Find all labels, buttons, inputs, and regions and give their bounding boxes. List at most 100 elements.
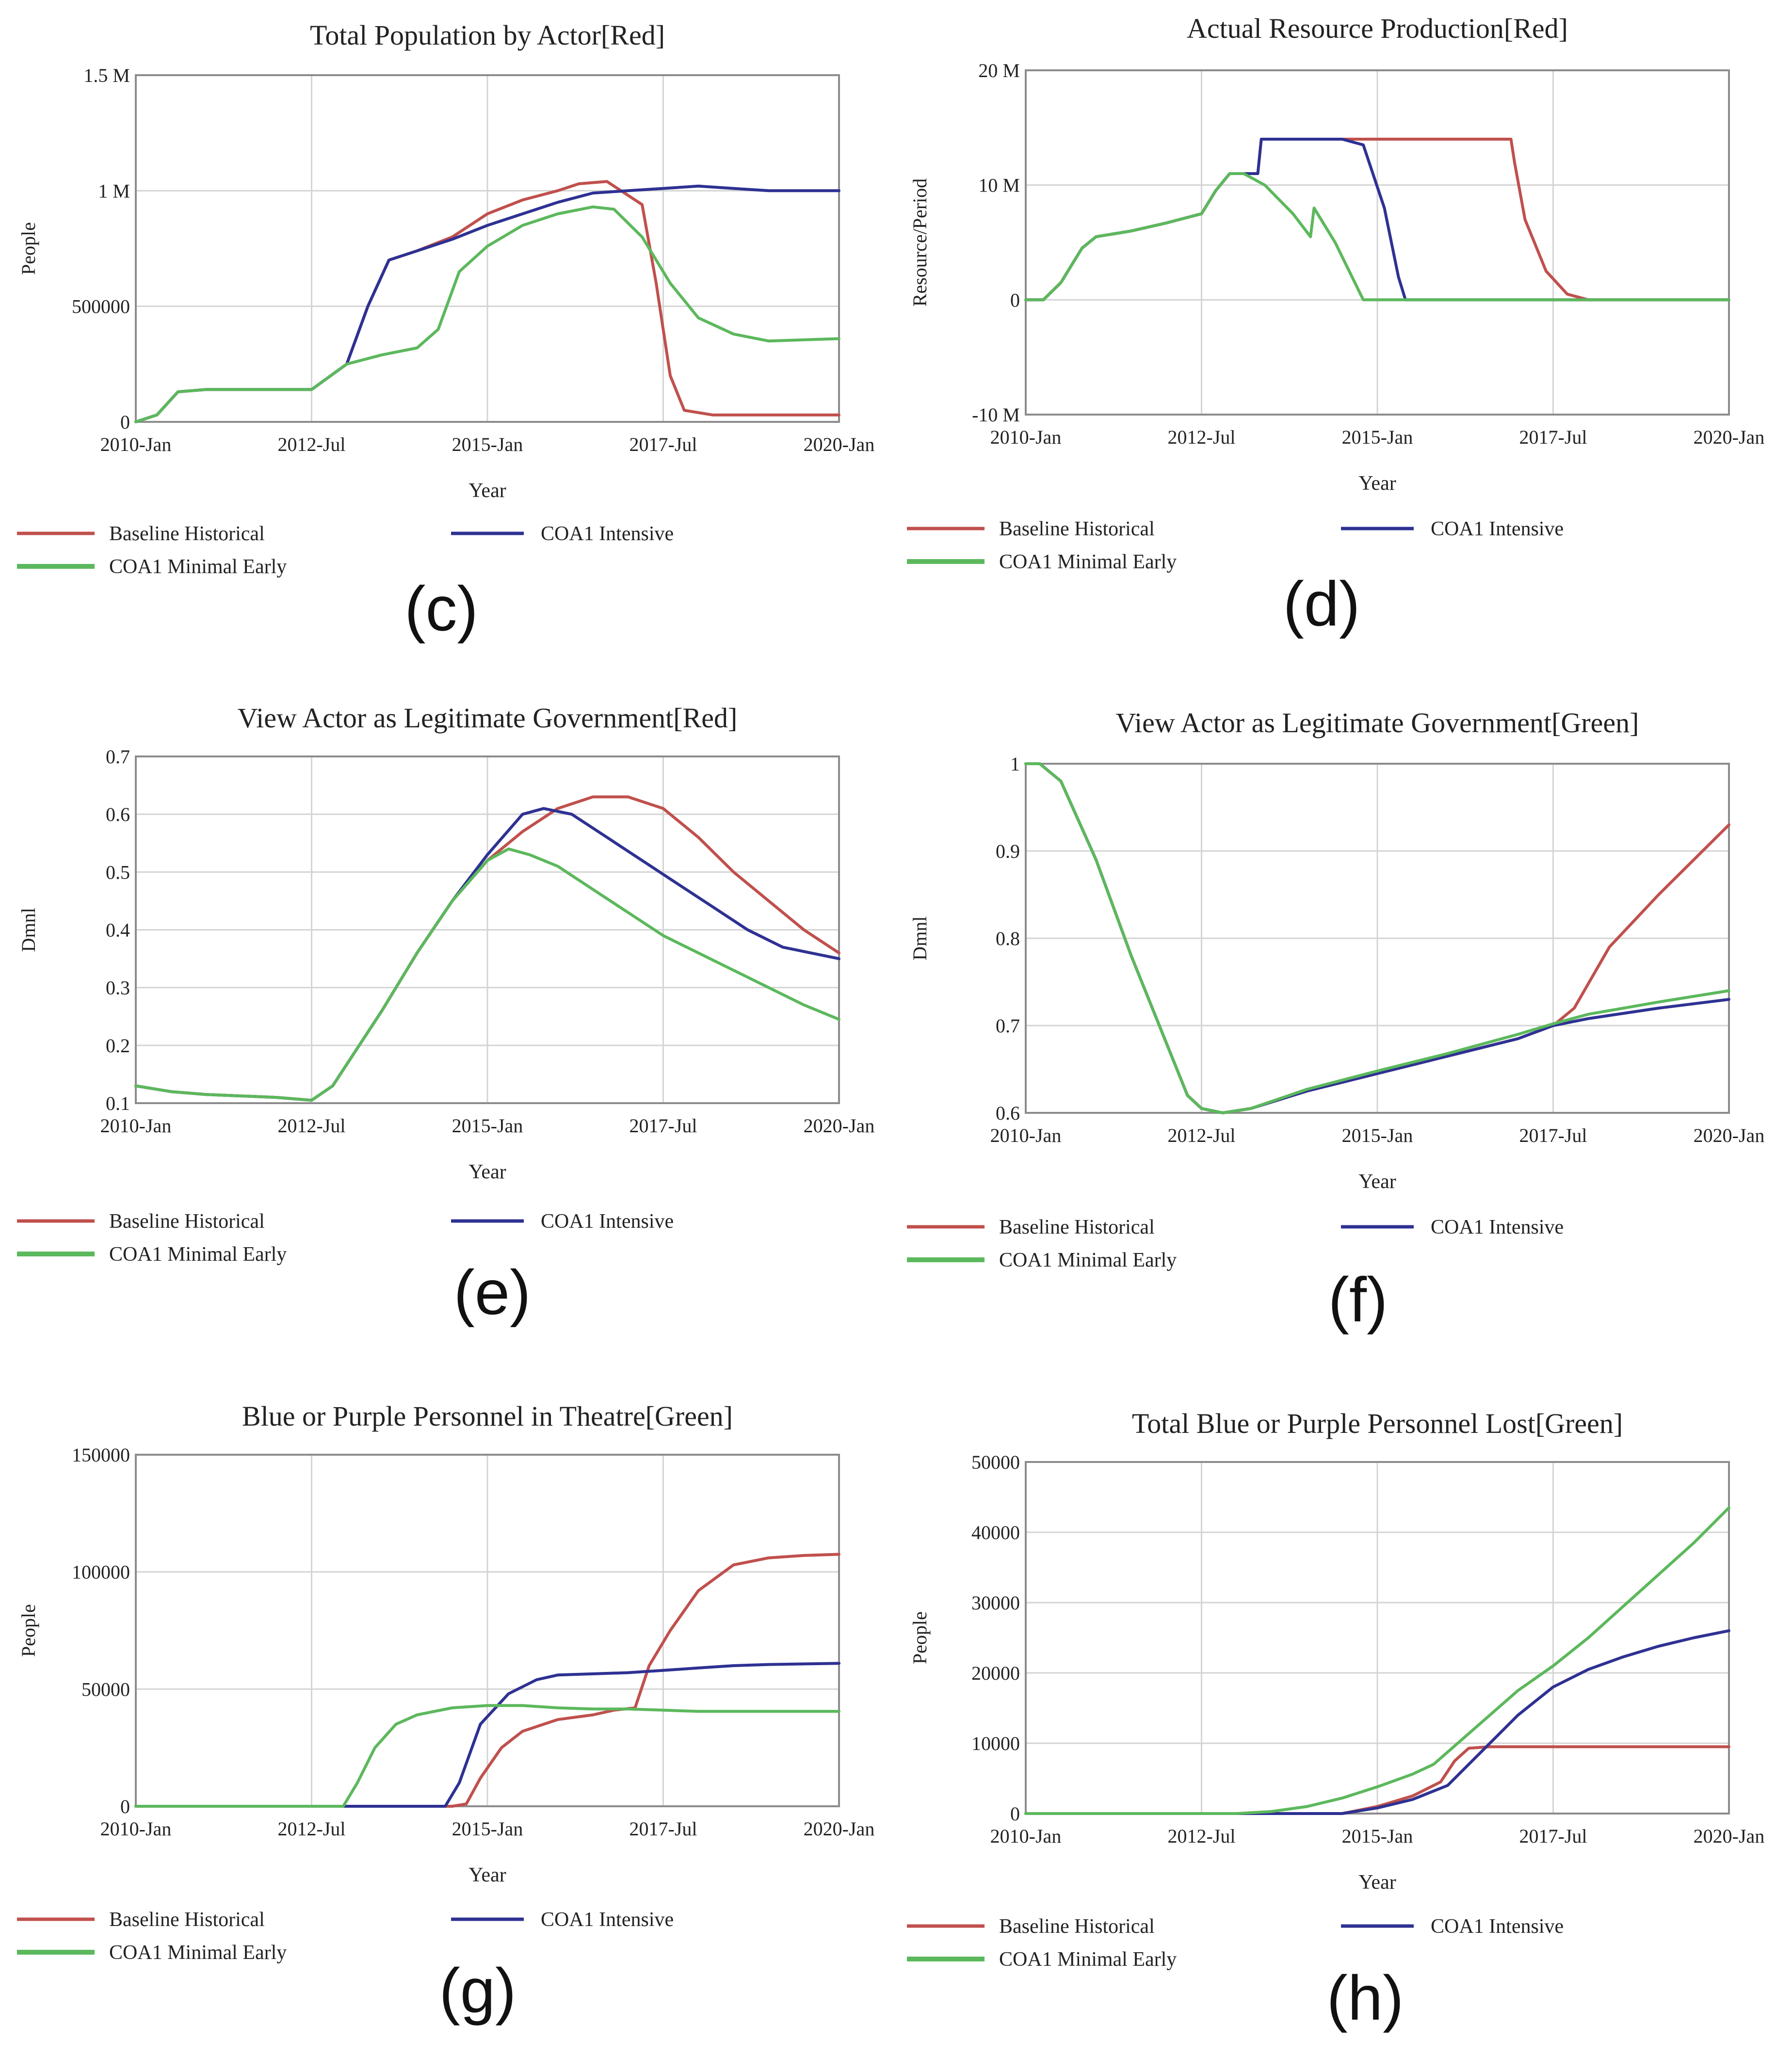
panel-caption: (f) <box>1328 1264 1388 1335</box>
legend-label-minimal: COA1 Minimal Early <box>109 1942 287 1964</box>
series-line-minimal <box>1024 1506 1730 1815</box>
y-axis-label: Dmnl <box>909 916 931 960</box>
x-tick-label: 2017-Jul <box>1519 1825 1587 1847</box>
y-tick-label: 10000 <box>971 1733 1020 1754</box>
y-tick-label: 20 M <box>978 60 1020 81</box>
chart-panel-h: Total Blue or Purple Personnel Lost[Gree… <box>907 1408 1764 2033</box>
y-tick-label: 20000 <box>971 1662 1020 1684</box>
x-axis-label: Year <box>468 1161 506 1183</box>
legend-label-intensive: COA1 Intensive <box>541 1909 674 1931</box>
legend-label-baseline: Baseline Historical <box>109 1210 265 1233</box>
chart-title: View Actor as Legitimate Government[Gree… <box>1116 707 1639 739</box>
legend: Baseline Historical COA1 Minimal Early COA… <box>907 518 1564 573</box>
panel-caption: (d) <box>1283 568 1360 639</box>
y-tick-label: 0 <box>1010 1803 1020 1825</box>
y-tick-label: 0.1 <box>106 1092 130 1114</box>
x-tick-label: 2020-Jan <box>804 1818 875 1840</box>
x-tick-label: 2020-Jan <box>804 1115 875 1137</box>
panel-caption: (g) <box>439 1955 517 2026</box>
y-tick-label: 0.6 <box>106 803 130 825</box>
x-tick-label: 2015-Jan <box>452 1115 523 1137</box>
y-tick-label: 0.6 <box>996 1102 1020 1124</box>
legend: Baseline Historical COA1 Minimal Early COA… <box>907 1915 1564 1971</box>
y-tick-label: 0.8 <box>996 928 1020 949</box>
chart-title: View Actor as Legitimate Government[Red] <box>238 702 738 734</box>
legend-label-intensive: COA1 Intensive <box>1431 1216 1564 1238</box>
y-tick-label: 150000 <box>72 1444 130 1466</box>
y-tick-label: 0.5 <box>106 861 130 883</box>
x-axis-label: Year <box>1358 472 1396 495</box>
y-axis-label: People <box>17 222 39 275</box>
y-tick-label: 100000 <box>72 1561 130 1583</box>
x-tick-label: 2012-Jul <box>1168 1825 1236 1847</box>
legend-label-baseline: Baseline Historical <box>999 518 1155 540</box>
series-line-minimal <box>134 205 840 423</box>
legend: Baseline Historical COA1 Minimal Early COA… <box>17 1210 674 1266</box>
y-axis-label: Dmnl <box>17 908 39 952</box>
x-axis-label: Year <box>1358 1171 1396 1193</box>
x-tick-label: 2020-Jan <box>804 434 875 455</box>
y-tick-label: 1.5 M <box>83 64 130 86</box>
x-tick-label: 2015-Jan <box>1342 1825 1413 1847</box>
x-tick-label: 2010-Jan <box>990 426 1062 448</box>
series-line-intensive <box>1024 1629 1730 1815</box>
y-axis-label: People <box>909 1611 931 1664</box>
x-tick-label: 2010-Jan <box>100 1818 172 1840</box>
chart-panel-d: Actual Resource Production[Red] -10 M 0 10 … <box>907 13 1764 639</box>
y-tick-label: 0 <box>1010 289 1020 311</box>
x-axis-label: Year <box>468 1864 506 1886</box>
x-tick-label: 2020-Jan <box>1694 426 1765 448</box>
legend-label-intensive: COA1 Intensive <box>541 1210 674 1233</box>
y-tick-label: -10 M <box>972 404 1020 426</box>
y-tick-label: 0 <box>120 411 130 433</box>
x-axis-label: Year <box>468 480 506 502</box>
x-tick-label: 2012-Jul <box>1168 1124 1236 1146</box>
y-tick-label: 1 M <box>98 180 130 202</box>
legend: Baseline Historical COA1 Minimal Early COA… <box>17 1909 674 1964</box>
chart-title: Total Population by Actor[Red] <box>310 19 665 51</box>
legend-label-baseline: Baseline Historical <box>999 1216 1155 1238</box>
chart-panel-g: Blue or Purple Personnel in Theatre[Gree… <box>17 1400 874 2026</box>
x-tick-label: 2017-Jul <box>1519 426 1587 448</box>
x-tick-label: 2017-Jul <box>1519 1124 1587 1146</box>
chart-title: Actual Resource Production[Red] <box>1187 13 1568 44</box>
legend-label-baseline: Baseline Historical <box>109 523 265 545</box>
panel-caption: (e) <box>454 1257 531 1328</box>
y-axis-label: People <box>17 1604 39 1657</box>
plot-frame <box>1025 69 1730 416</box>
y-tick-label: 0.7 <box>996 1015 1020 1037</box>
legend-label-minimal: COA1 Minimal Early <box>999 551 1177 573</box>
plot-frame <box>135 755 840 1104</box>
y-tick-label: 50000 <box>81 1678 130 1700</box>
x-tick-label: 2020-Jan <box>1694 1124 1765 1146</box>
x-tick-label: 2012-Jul <box>278 434 346 455</box>
x-tick-label: 2012-Jul <box>278 1115 346 1137</box>
panel-caption: (h) <box>1327 1962 1404 2033</box>
y-tick-label: 500000 <box>72 296 130 318</box>
chart-title: Total Blue or Purple Personnel Lost[Gree… <box>1132 1408 1623 1439</box>
chart-panel-f: View Actor as Legitimate Government[Gree… <box>907 707 1764 1335</box>
x-tick-label: 2012-Jul <box>278 1818 346 1840</box>
x-tick-label: 2010-Jan <box>990 1124 1062 1146</box>
legend-label-intensive: COA1 Intensive <box>1431 518 1564 540</box>
x-tick-label: 2010-Jan <box>990 1825 1062 1847</box>
chart-panel-c: Total Population by Actor[Red] 0 500000 1 M… <box>17 19 874 644</box>
x-tick-label: 2015-Jan <box>452 434 523 455</box>
plot-frame <box>135 1454 840 1807</box>
series-line-minimal <box>1024 762 1730 1114</box>
y-axis-label: Resource/Period <box>909 178 931 306</box>
legend: Baseline Historical COA1 Minimal Early COA… <box>907 1216 1564 1271</box>
x-tick-label: 2020-Jan <box>1694 1825 1765 1847</box>
legend-label-minimal: COA1 Minimal Early <box>109 556 287 578</box>
x-tick-label: 2015-Jan <box>452 1818 523 1840</box>
x-tick-label: 2012-Jul <box>1168 426 1236 448</box>
series-line-minimal <box>134 847 840 1102</box>
legend-label-intensive: COA1 Intensive <box>1431 1915 1564 1938</box>
legend-label-intensive: COA1 Intensive <box>541 523 674 545</box>
x-tick-label: 2017-Jul <box>630 434 697 455</box>
plot-frame <box>135 74 840 423</box>
legend-label-baseline: Baseline Historical <box>109 1909 265 1931</box>
y-tick-label: 0.9 <box>996 840 1020 862</box>
chart-title: Blue or Purple Personnel in Theatre[Gree… <box>242 1400 733 1432</box>
